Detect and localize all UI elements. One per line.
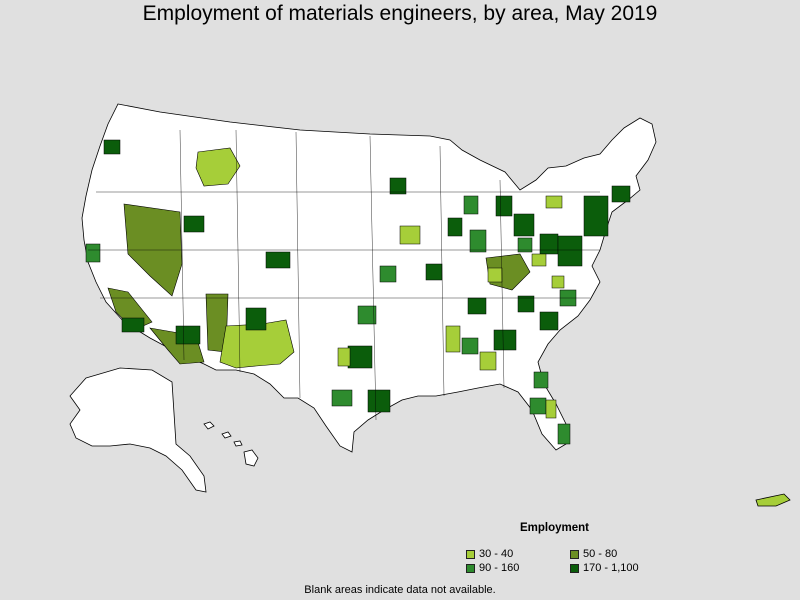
area-columbus [517,237,533,253]
area-denver [265,251,291,269]
area-phoenix [175,325,201,345]
legend-label-50-80: 50 - 80 [583,548,618,560]
legend-label-90-160: 90 - 160 [479,562,520,574]
area-chicago [447,217,463,237]
legend-item-50-80: 50 - 80 [570,548,617,560]
area-bay-area [85,243,101,263]
area-los-angeles [121,317,145,333]
area-texas-central [337,347,351,367]
area-jacksonville [533,371,549,389]
legend-label-170-1100: 170 - 1,100 [583,562,639,574]
legend-swatch-50-80 [570,549,579,559]
state-line-9 [499,179,505,389]
map-footnote: Blank areas indicate data not available. [304,584,496,596]
area-atlanta [493,329,517,351]
legend-item-30-40: 30 - 40 [466,548,513,560]
area-new-york-west [545,195,563,209]
legend-swatch-90-160 [466,563,475,573]
state-line-4 [369,135,377,421]
area-wichita [379,265,397,283]
area-albuquerque [245,307,267,331]
area-south-georgia [479,351,497,371]
area-nashville [467,297,487,315]
area-houston [367,389,391,413]
area-cleveland [513,213,535,237]
state-line-8 [439,145,445,397]
area-mid-atlantic [557,235,583,267]
area-northeast [583,195,609,237]
area-miami [557,423,571,445]
area-detroit [495,195,513,217]
state-line-3 [295,131,301,399]
legend-title: Employment [520,522,590,534]
area-seattle [103,139,121,155]
area-charlotte [539,311,559,331]
area-indianapolis [469,229,487,253]
area-minneapolis [389,177,407,195]
area-florida-gulf [545,399,557,419]
area-salt-lake [183,215,205,233]
area-birmingham [461,337,479,355]
area-knoxville [517,295,535,313]
area-iowa [399,225,421,245]
puerto-rico [755,493,791,507]
area-west-virginia [531,253,547,267]
legend-swatch-170-1100 [570,563,579,573]
area-milwaukee [463,195,479,215]
state-line-1 [179,129,185,361]
alaska-land [69,367,207,493]
legend-item-90-160: 90 - 160 [466,562,519,574]
area-dallas [347,345,373,369]
area-mississippi [445,325,461,353]
legend-item-170-1100: 170 - 1,100 [570,562,639,574]
area-oklahoma [357,305,377,325]
area-boston [611,185,631,203]
map-title: Employment of materials engineers, by ar… [142,2,658,25]
legend-label-30-40: 30 - 40 [479,548,514,560]
area-tampa [529,397,547,415]
region-new-mexico [219,319,295,369]
area-virginia [551,275,565,289]
area-austin [331,389,353,407]
state-line-2 [235,129,241,373]
region-montana [195,147,241,187]
legend-swatch-30-40 [466,549,475,559]
hawaii-islands [203,421,259,467]
area-st-louis [425,263,443,281]
area-pittsburgh [539,233,559,255]
area-kentucky [487,267,503,283]
